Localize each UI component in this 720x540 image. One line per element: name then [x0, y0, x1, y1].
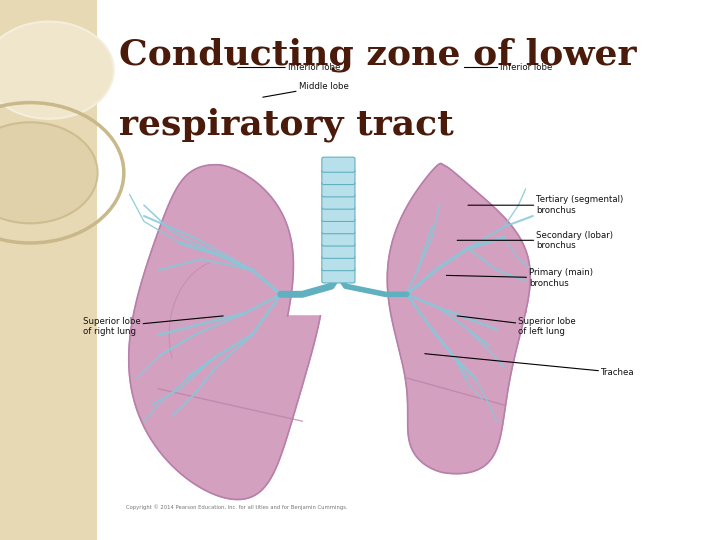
Text: Inferior lobe: Inferior lobe	[464, 63, 553, 72]
Text: Tertiary (segmental)
bronchus: Tertiary (segmental) bronchus	[468, 195, 624, 215]
Text: Conducting zone of lower: Conducting zone of lower	[119, 38, 636, 72]
FancyBboxPatch shape	[322, 206, 355, 221]
FancyBboxPatch shape	[322, 268, 355, 283]
Text: Superior lobe
of right lung: Superior lobe of right lung	[83, 316, 223, 336]
Text: Primary (main)
bronchus: Primary (main) bronchus	[446, 268, 593, 288]
Text: Inferior lobe: Inferior lobe	[238, 63, 341, 72]
Polygon shape	[387, 164, 531, 474]
Circle shape	[0, 22, 114, 119]
Text: Copyright © 2014 Pearson Education, Inc. for all titles and for Benjamin Cumming: Copyright © 2014 Pearson Education, Inc.…	[126, 505, 348, 510]
FancyBboxPatch shape	[322, 170, 355, 185]
FancyBboxPatch shape	[322, 219, 355, 234]
FancyBboxPatch shape	[322, 243, 355, 258]
Circle shape	[0, 122, 98, 224]
FancyBboxPatch shape	[322, 182, 355, 197]
Bar	[0, 0, 97, 540]
FancyBboxPatch shape	[322, 255, 355, 271]
Text: Middle lobe: Middle lobe	[263, 82, 348, 97]
Text: Trachea: Trachea	[425, 354, 635, 377]
FancyBboxPatch shape	[322, 231, 355, 246]
Text: Secondary (lobar)
bronchus: Secondary (lobar) bronchus	[457, 231, 613, 250]
Text: Superior lobe
of left lung: Superior lobe of left lung	[457, 316, 576, 336]
FancyBboxPatch shape	[322, 194, 355, 209]
FancyBboxPatch shape	[322, 157, 355, 172]
Text: respiratory tract: respiratory tract	[119, 108, 454, 143]
Polygon shape	[129, 165, 320, 500]
